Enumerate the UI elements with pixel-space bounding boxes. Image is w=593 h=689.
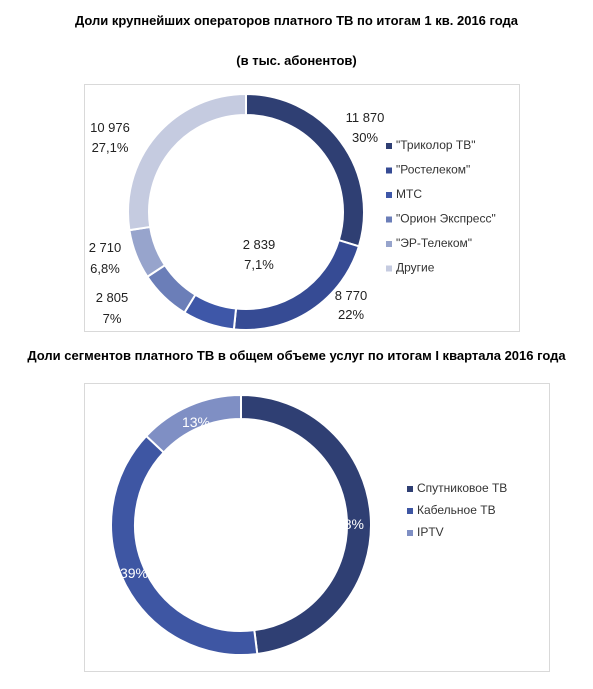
chart1-legend-swatch-3 <box>386 216 392 223</box>
chart1-percent-label-5: 27,1% <box>92 140 129 155</box>
chart1-percent-label-2: 7,1% <box>244 257 274 272</box>
chart1-legend-item-5: Другие <box>396 261 435 275</box>
chart2-plot: Спутниковое ТВ Кабельное ТВ IPTV 48% 39% 13% <box>110 393 507 656</box>
chart1-legend-item-2: МТС <box>396 187 422 201</box>
chart1-legend-swatch-2 <box>386 192 392 198</box>
chart1-legend-swatch-1 <box>386 167 392 174</box>
chart1-value-label-2: 2 839 <box>243 237 276 252</box>
chart1-legend-item-1: "Ростелеком" <box>396 163 470 177</box>
chart2-legend-item-1: Кабельное ТВ <box>417 503 496 517</box>
chart1-legend-item-3: "Орион Экспресс" <box>396 212 496 226</box>
chart1-value-label-1: 8 770 <box>335 288 368 303</box>
chart2-slice-2 <box>144 393 242 454</box>
chart1-value-label-4: 2 710 <box>89 240 122 255</box>
chart2-legend-swatch-1 <box>407 508 413 514</box>
chart2-legend-item-2: IPTV <box>417 525 444 539</box>
chart1-percent-label-1: 22% <box>338 307 364 322</box>
chart1-percent-label-3: 7% <box>103 311 122 326</box>
chart1-slice-4 <box>128 225 167 279</box>
chart2-legend-swatch-0 <box>407 486 413 492</box>
chart1-value-label-0: 11 870 <box>346 110 385 125</box>
chart1-plot: "Триколор ТВ" "Ростелеком" МТС "Орион Экспр… <box>89 92 496 331</box>
chart1-legend-swatch-5 <box>386 265 392 272</box>
chart2-slice-1 <box>110 434 259 656</box>
chart1-percent-label-4: 6,8% <box>90 261 120 276</box>
chart1-legend-item-0: "Триколор ТВ" <box>396 138 476 152</box>
chart1-legend-item-4: "ЭР-Телеком" <box>396 236 472 250</box>
chart1-value-label-5: 10 976 <box>90 120 130 135</box>
chart2-title: Доли сегментов платного ТВ в общем объем… <box>27 348 566 363</box>
chart2-frame: Спутниковое ТВ Кабельное ТВ IPTV 48% 39% 13% <box>84 383 550 672</box>
chart1-slice-5 <box>127 92 247 232</box>
chart1-percent-label-0: 30% <box>352 130 378 145</box>
chart1-legend-swatch-0 <box>386 143 392 149</box>
chart2-percent-label-2: 13% <box>182 414 210 430</box>
chart2-legend-swatch-2 <box>407 530 413 536</box>
chart1-subtitle: (в тыс. абонентов) <box>236 53 357 68</box>
chart2-legend-item-0: Спутниковое ТВ <box>417 481 507 495</box>
chart1-title: Доли крупнейших операторов платного ТВ п… <box>74 13 519 28</box>
chart2-percent-label-0: 48% <box>336 516 364 532</box>
chart2-percent-label-1: 39% <box>120 565 148 581</box>
chart1-value-label-3: 2 805 <box>96 290 129 305</box>
chart1-legend-swatch-4 <box>386 241 392 247</box>
chart1-frame: "Триколор ТВ" "Ростелеком" МТС "Орион Экспр… <box>84 84 520 332</box>
